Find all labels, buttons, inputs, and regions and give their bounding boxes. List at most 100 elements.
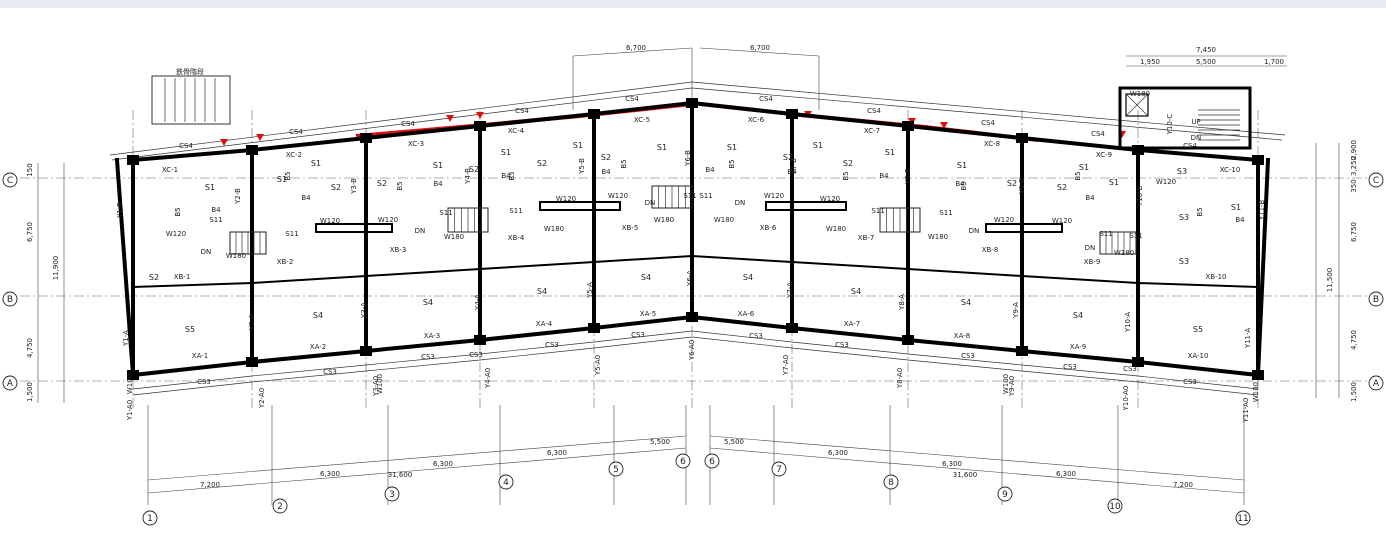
beam-label-xb: XB-2 — [277, 258, 294, 266]
dim-span-text: 5,500 — [650, 438, 670, 446]
beam-label-xc: XC-6 — [748, 116, 765, 124]
wall-label-w180: W180 — [1130, 90, 1150, 98]
stair-dn-label: DN — [201, 248, 212, 256]
beam-label-cs3: CS3 — [421, 353, 435, 361]
slab-label-s1: S1 — [885, 148, 895, 157]
slab-label-s1: S1 — [433, 161, 443, 170]
slab-label-s11: S11 — [1099, 230, 1112, 238]
column-label-b: Y2-B — [234, 188, 242, 205]
slab-label-s1: S1 — [277, 175, 287, 184]
beam-label-cs4: CS4 — [179, 142, 193, 150]
partition-wall — [985, 223, 1063, 233]
axis-bubble — [704, 453, 720, 469]
beam-label-cs3: CS3 — [1123, 365, 1137, 373]
slab-label-s11: S11 — [871, 207, 884, 215]
dim-span-text: 7,200 — [1173, 481, 1193, 489]
beam-label-cs4: CS4 — [981, 119, 995, 127]
column-label-a0: Y9-A0 — [1008, 376, 1016, 397]
slab-label-s1: S1 — [657, 143, 667, 152]
slab-label-s4: S4 — [641, 273, 651, 282]
stair-dn-label: DN — [1191, 134, 1202, 142]
dim-span-text: 7,200 — [200, 481, 220, 489]
column — [686, 98, 698, 108]
wall-label-w180: W180 — [226, 252, 246, 260]
slab-label-s11: S11 — [209, 216, 222, 224]
beam-label-xb: XB-3 — [390, 246, 407, 254]
beam-label-cs3: CS3 — [197, 378, 211, 386]
slab-label-s1: S1 — [813, 141, 823, 150]
beam-label-xc: XC-9 — [1096, 151, 1112, 159]
beam-label-cs3: CS3 — [545, 341, 559, 349]
slab-label-s1: S1 — [573, 141, 583, 150]
column — [360, 346, 372, 356]
slab-label-s2: S2 — [537, 159, 547, 168]
slab-label-s11: S11 — [1129, 232, 1142, 240]
dim-left-text: 150 — [26, 163, 34, 176]
column — [246, 357, 258, 367]
eave-outer — [109, 81, 1286, 156]
slab-label-b4: B4 — [1085, 194, 1095, 202]
slab-label-s4: S4 — [313, 311, 323, 320]
axis-bubble — [1368, 172, 1384, 188]
axis-label: 8 — [888, 478, 894, 488]
beam-label-cs3: CS3 — [835, 341, 849, 349]
structural-floor-plan: 1 2 3 4 5 6 6 7 8 9 10 11 C B A C B A 7,200 6,300 6,300 6,300… — [2, 44, 1384, 526]
dim-span-text: 5,500 — [724, 438, 744, 446]
axis-label: 10 — [1109, 502, 1121, 512]
column-label-b: Y9-B — [1018, 178, 1026, 195]
wall-label-w180: W180 — [444, 233, 464, 241]
beam-label-xb: XB-7 — [858, 234, 875, 242]
slab-label-s2: S2 — [1057, 183, 1067, 192]
end-wall-left — [114, 157, 136, 378]
slab-label-b5: B5 — [284, 171, 292, 180]
slab-label-b4: B4 — [211, 206, 221, 214]
column-label-a0: Y4-A0 — [484, 368, 492, 389]
stair-dn-label: DN — [735, 199, 746, 207]
axis-bubble — [2, 172, 18, 188]
dim-right-text: 4,750 — [1350, 330, 1358, 350]
wall-label-w120: W120 — [764, 192, 784, 200]
partition-wall — [765, 201, 847, 211]
wall-label-w180: W180 — [544, 225, 564, 233]
column — [1016, 133, 1028, 143]
slab-label-b5: B5 — [620, 159, 628, 168]
slab-label-s4: S4 — [1073, 311, 1083, 320]
column-label-a0: Y3-A0 — [372, 376, 380, 397]
axis-bubble — [498, 474, 514, 490]
axis-label: B — [1373, 295, 1379, 305]
axis-label: 3 — [389, 490, 395, 500]
slab-label-s5: S5 — [185, 325, 195, 334]
beam-label-xc: XC-7 — [864, 127, 880, 135]
axis-bubble — [272, 498, 288, 514]
beam-label-xc: XC-8 — [984, 140, 1000, 148]
dim-top — [572, 47, 693, 57]
column — [1016, 346, 1028, 356]
column-label-c: Y10-C — [1166, 114, 1174, 136]
slab-label-s1: S1 — [1109, 178, 1119, 187]
axis-bubble — [2, 375, 18, 391]
axis-bubble — [771, 461, 787, 477]
column-label-a0: Y7-A0 — [782, 355, 790, 376]
dim-span-text: 6,300 — [942, 460, 962, 468]
stair-core — [1118, 86, 1252, 150]
column — [474, 121, 486, 131]
slab-label-s2: S2 — [149, 273, 159, 282]
dim-span-text: 6,300 — [320, 470, 340, 478]
slab-label-s1: S1 — [957, 161, 967, 170]
beam-label-xb: XB-9 — [1084, 258, 1101, 266]
dim-bottom — [147, 435, 687, 481]
beam-label-cs3: CS3 — [631, 331, 645, 339]
column-label-a0: Y8-A0 — [896, 368, 904, 389]
slab-label-b5: B5 — [1196, 207, 1204, 216]
axis-label: 2 — [277, 502, 283, 512]
wall-label-w180: W180 — [826, 225, 846, 233]
column — [1132, 357, 1144, 367]
balcony-edge-outer — [132, 336, 1259, 396]
slab-label-s4: S4 — [537, 287, 547, 296]
wall-label-w120: W120 — [1052, 217, 1072, 225]
wall-label-w100: W100 — [376, 374, 384, 394]
dim-left-text: 11,900 — [52, 256, 60, 281]
beam-label-xa: XA-2 — [310, 343, 326, 351]
column — [902, 335, 914, 345]
beam-label-xb: XB-5 — [622, 224, 639, 232]
